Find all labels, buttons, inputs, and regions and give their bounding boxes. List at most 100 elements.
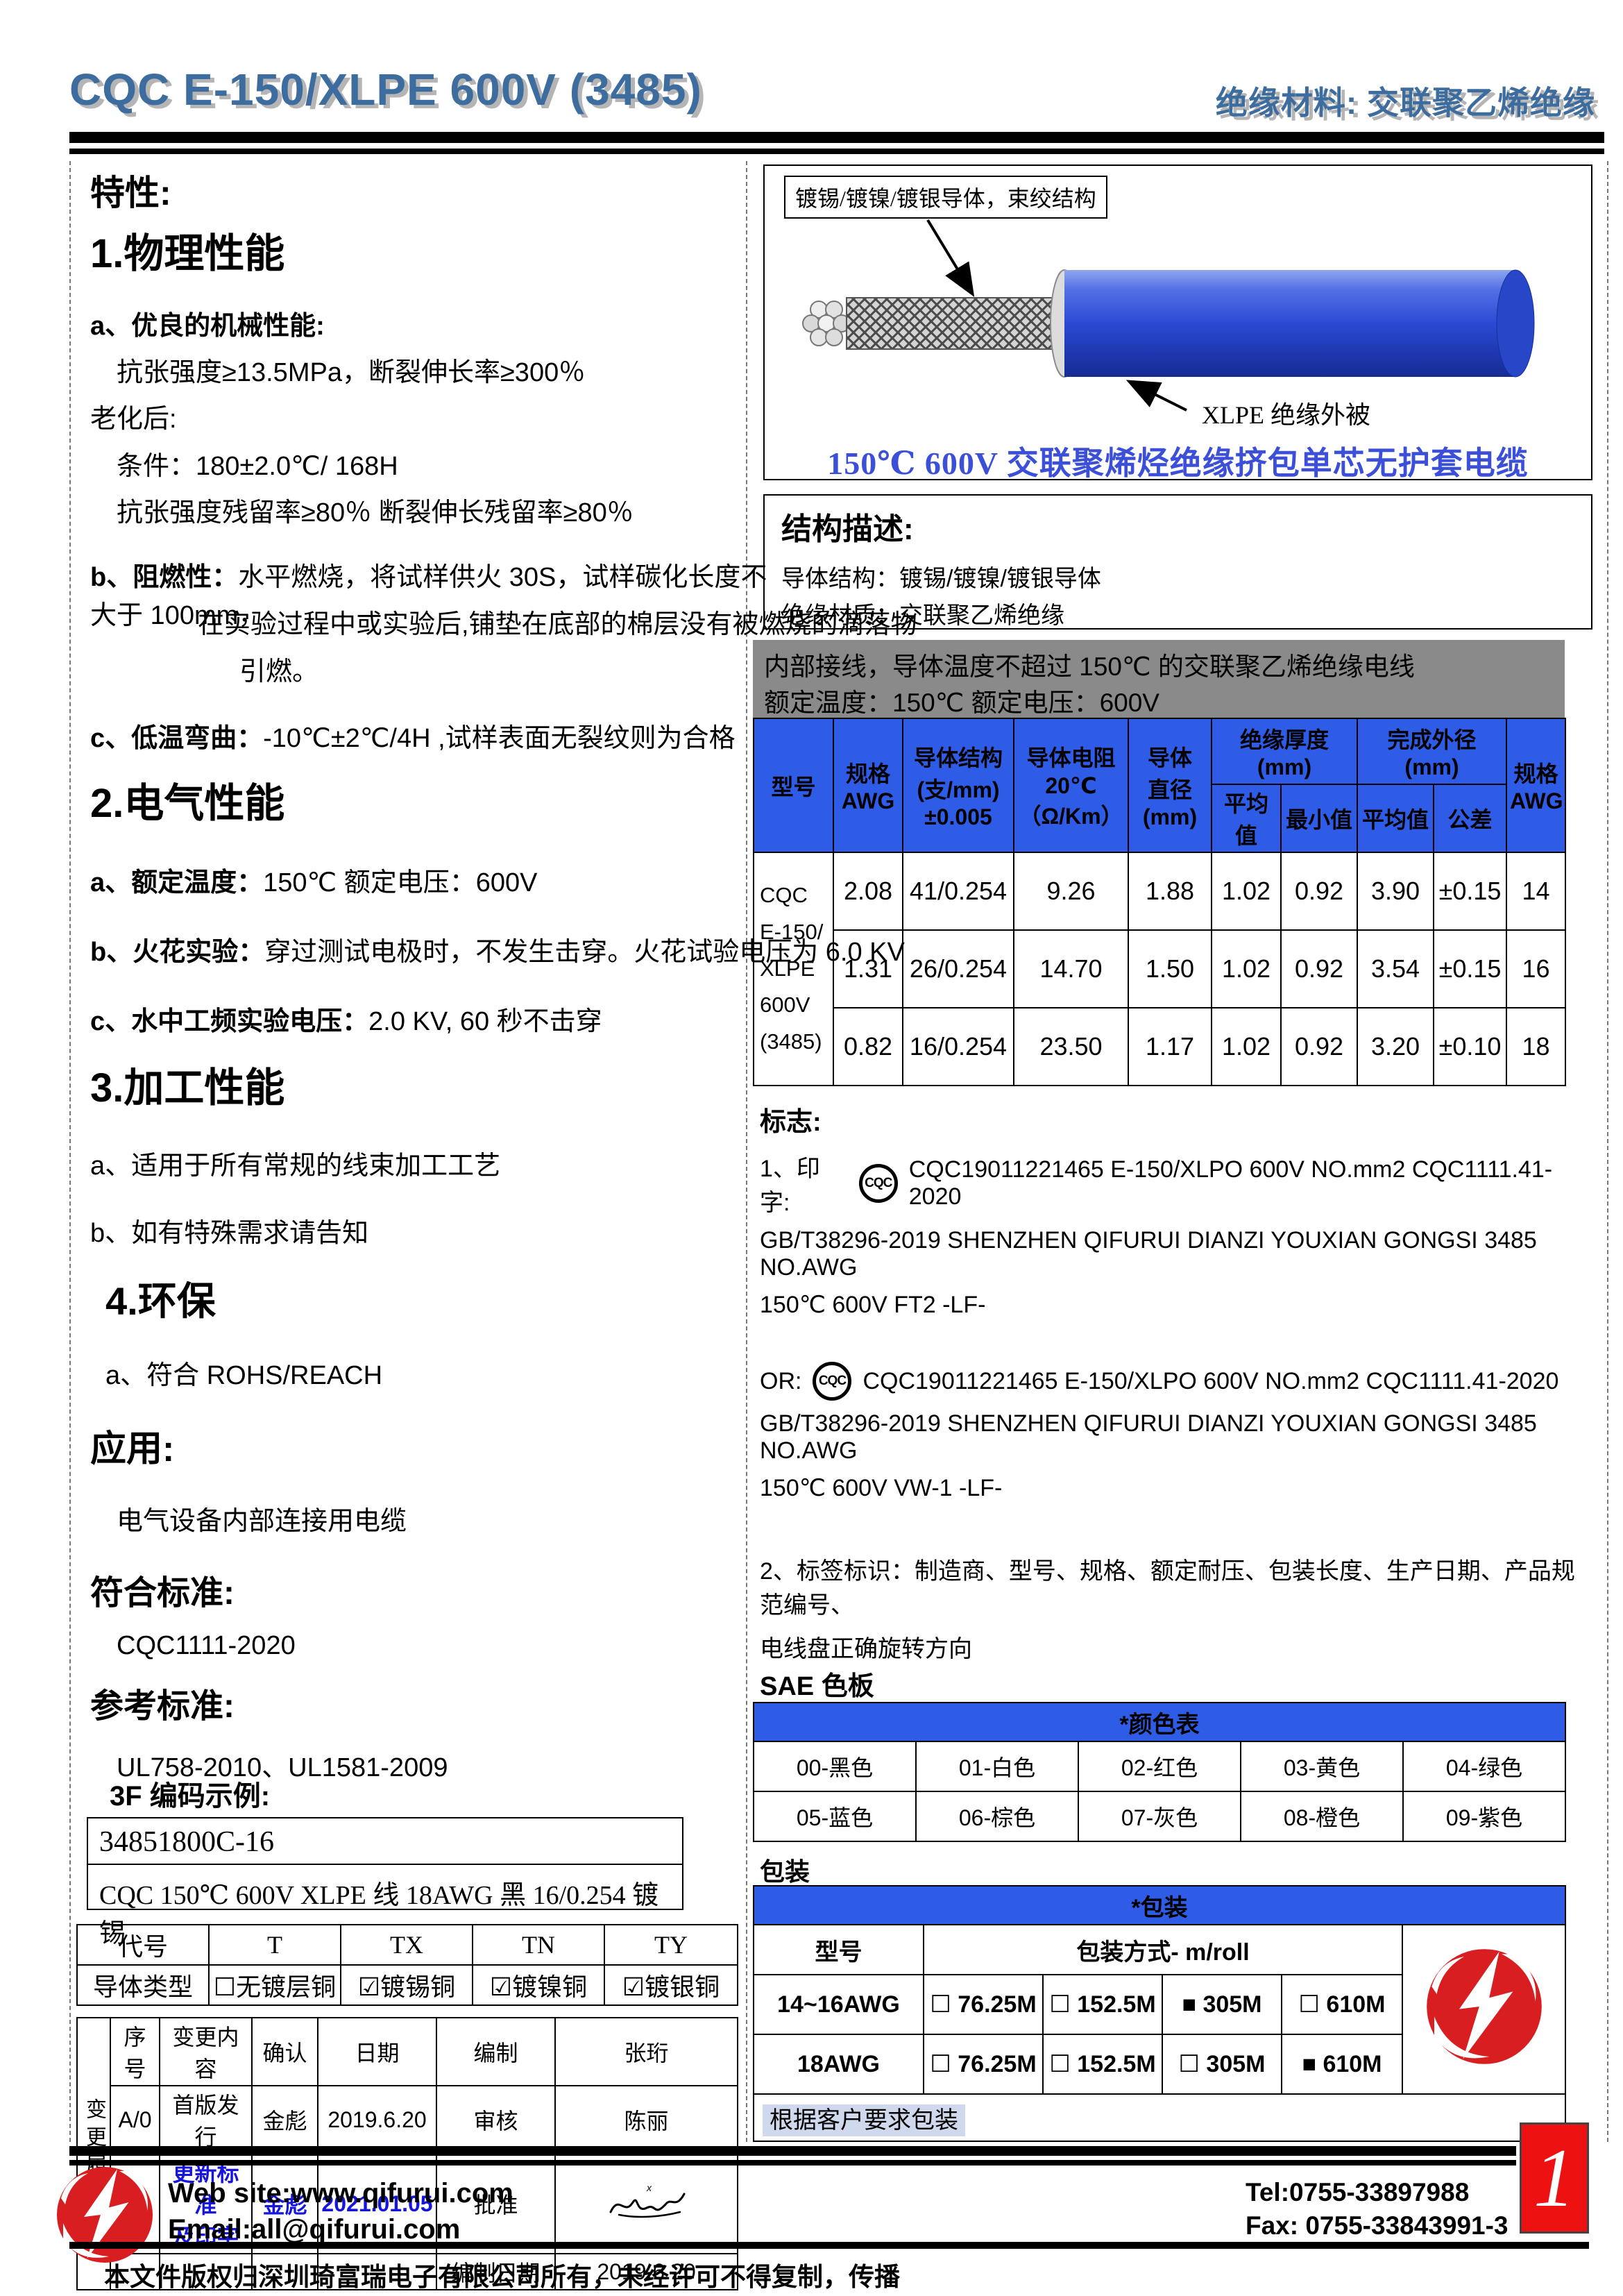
packing-option: ☐ 152.5M — [1042, 2034, 1163, 2095]
conductor-callout-label: 镀锡/镀镍/镀银导体，束绞结构 — [784, 176, 1107, 219]
marking-section: 标志: 1、印字: CQC CQC19011221465 E-150/XLPO … — [760, 1100, 1586, 1664]
revision-row-confirm: 金彪 — [251, 2085, 318, 2154]
coding-example-description: CQC 150℃ 600V XLPE 线 18AWG 黑 16/0.254 镀锡 — [87, 1864, 683, 1948]
footer-rule-thin — [69, 2160, 1516, 2166]
footer-email: Email:all@qifurui.com — [168, 2214, 461, 2245]
marking-print-line3: 150℃ 600V FT2 -LF- — [760, 1292, 986, 1318]
electrical-item-c-label: c、水中工频实验电压： — [90, 1007, 369, 1036]
spec-table: 型号 规格 AWG 导体结构 (支/mm) ±0.005 导体电阻 20℃ （Ω… — [753, 718, 1567, 1086]
physical-item-c-text: -10℃±2℃/4H ,试样表面无裂纹则为合格 — [263, 724, 736, 753]
revision-row-date: 2019.6.20 — [317, 2085, 437, 2154]
spec-cell: 1.02 — [1211, 929, 1282, 1008]
packing-option: ☐ 152.5M — [1042, 1974, 1163, 2035]
marking-or-line3: 150℃ 600V VW-1 -LF- — [760, 1475, 1003, 1501]
cqc-logo-icon: CQC — [858, 1164, 898, 1203]
packing-col-model: 型号 — [753, 1924, 924, 1975]
color-table: *颜色表 00-黑色 01-白色 02-红色 03-黄色 04-绿色 05-蓝色… — [753, 1702, 1566, 1842]
reference-text: UL758-2010、UL1581-2009 — [117, 1753, 448, 1782]
spec-cell: 0.82 — [833, 1007, 903, 1086]
standards-text: CQC1111-2020 — [117, 1631, 296, 1660]
revision-empty-cell — [159, 2253, 253, 2290]
coding-example-box: 34851800C-16 CQC 150℃ 600V XLPE 线 18AWG … — [87, 1817, 683, 1948]
heading-electrical: 2.电气性能 — [90, 781, 285, 826]
company-logo-icon — [1426, 1948, 1542, 2064]
spec-cell: 3.54 — [1357, 929, 1435, 1008]
spec-cell: 0.92 — [1280, 852, 1359, 931]
coding-example-code: 34851800C-16 — [87, 1817, 683, 1864]
insulation-callout-label: XLPE 绝缘外被 — [1202, 401, 1371, 429]
color-cell-green: 04-绿色 — [1402, 1741, 1566, 1792]
spec-header-spec-awg: 规格 AWG — [833, 718, 903, 853]
color-cell-blue: 05-蓝色 — [753, 1791, 917, 1842]
marking-item2-code: CQC19011221465 E-150/XLPO 600V NO.mm2 CQ… — [863, 1367, 1559, 1394]
footer-rule-thick — [69, 2146, 1516, 2156]
spec-subheader-avg2: 平均值 — [1357, 784, 1435, 853]
electrical-item-c: c、水中工频实验电压：2.0 KV, 60 秒不击穿 — [90, 999, 602, 1038]
revision-row-role: 审核 — [436, 2085, 556, 2154]
insulation-end-cap — [1496, 269, 1535, 378]
revision-col-confirm: 确认 — [251, 2017, 318, 2086]
spec-header-structure: 导体结构 (支/mm) ±0.005 — [902, 718, 1014, 853]
revision-drafted-role: 编制 — [436, 2017, 556, 2086]
spec-subheader-avg: 平均值 — [1211, 784, 1282, 853]
application-text: 电气设备内部连接用电缆 — [117, 1507, 407, 1536]
conductor-strands-icon — [802, 301, 851, 346]
spec-subheader-min: 最小值 — [1280, 784, 1359, 853]
conductor-type-header-cell: 代号 — [76, 1924, 210, 1966]
revision-footer-date: 2019.6.20 — [554, 2253, 738, 2290]
packing-table-title: *包装 — [752, 1885, 1567, 1925]
physical-aging-label: 老化后: — [90, 405, 177, 434]
revision-row-confirm: 金彪 — [251, 2153, 318, 2254]
revision-row-date: 2021.01.05 — [317, 2153, 437, 2254]
spec-cell: 2.08 — [833, 852, 903, 931]
header-rule-thin — [69, 149, 1604, 154]
company-logo — [53, 2163, 157, 2270]
physical-item-a-label: a、优良的机械性能: — [90, 312, 325, 341]
revision-footer-label: 编制日期 — [436, 2253, 556, 2290]
heading-reference-standards: 参考标准: — [90, 1688, 235, 1725]
structure-line-insulation: 绝缘材质：交联聚乙烯绝缘 — [781, 602, 1064, 629]
physical-item-c-label: c、低温弯曲： — [90, 724, 264, 753]
footer-fax: Fax: 0755-33843991-3 — [1246, 2211, 1509, 2240]
conductor-body — [846, 297, 1064, 350]
spec-cell: ±0.15 — [1433, 852, 1508, 931]
color-cell-yellow: 03-黄色 — [1240, 1741, 1404, 1792]
insulation-arrow — [1125, 380, 1187, 412]
footer-website: Web site:www.qifurui.com — [168, 2178, 513, 2209]
doc-title: CQC E-150/XLPE 600V (3485) — [69, 65, 702, 115]
page-number-box: 1 — [1520, 2122, 1589, 2234]
revision-empty-cell — [317, 2253, 437, 2290]
svg-text:x: x — [646, 2182, 652, 2193]
structure-description-box: 结构描述: 导体结构：镀锡/镀镍/镀银导体 绝缘材质：交联聚乙烯绝缘 — [763, 494, 1592, 630]
electrical-item-c-text: 2.0 KV, 60 秒不击穿 — [368, 1007, 602, 1036]
spec-cell: 41/0.254 — [902, 852, 1014, 931]
revision-row-no: A/0 — [110, 2085, 160, 2154]
revision-col-date: 日期 — [317, 2017, 437, 2086]
spec-cell: 3.90 — [1357, 852, 1435, 931]
spec-cell: 3.20 — [1357, 1007, 1435, 1086]
electrical-item-a: a、额定温度：150℃ 额定电压：600V — [90, 861, 538, 899]
revision-col-content: 变更内容 — [159, 2017, 253, 2086]
spec-header-diameter: 导体 直径 (mm) — [1128, 718, 1212, 853]
spec-header-insulation-thickness: 绝缘厚度 (mm) — [1210, 718, 1359, 785]
spec-subheader-tolerance: 公差 — [1433, 784, 1508, 853]
rating-banner-line2: 额定温度：150℃ 额定电压：600V — [764, 689, 1159, 717]
heading-coding-example: 3F 编码示例: — [110, 1781, 271, 1812]
packing-logo-cell — [1401, 1924, 1567, 2095]
revision-row-content: 首版发行 — [159, 2085, 253, 2154]
color-cell-red: 02-红色 — [1078, 1741, 1241, 1792]
color-cell-purple: 09-紫色 — [1402, 1791, 1566, 1842]
marking-print-line1: 1、印字: CQC CQC19011221465 E-150/XLPO 600V… — [760, 1149, 1586, 1217]
conductor-type-header-cell: TX — [340, 1924, 473, 1966]
conductor-type-option-bare: ☐无镀层铜 — [208, 1964, 341, 2006]
insulation-body — [1064, 270, 1515, 377]
right-margin-dashed-line — [1607, 161, 1608, 2142]
processing-item-a: a、适用于所有常规的线束加工工艺 — [90, 1151, 501, 1181]
packing-option: ☐ 610M — [1281, 1974, 1403, 2035]
marking-item1-code: CQC19011221465 E-150/XLPO 600V NO.mm2 CQ… — [908, 1156, 1553, 1210]
marking-label-line1: 2、标签标识：制造商、型号、规格、额定耐压、包装长度、生产日期、产品规范编号、 — [760, 1558, 1575, 1619]
rating-banner: 内部接线，导体温度不超过 150℃ 的交联聚乙烯绝缘电线 额定温度：150℃ 额… — [753, 640, 1565, 718]
color-cell-orange: 08-橙色 — [1240, 1791, 1404, 1842]
packing-row-model: 18AWG — [753, 2034, 924, 2095]
footer-tel: Tel:0755-33897988 — [1246, 2178, 1470, 2206]
